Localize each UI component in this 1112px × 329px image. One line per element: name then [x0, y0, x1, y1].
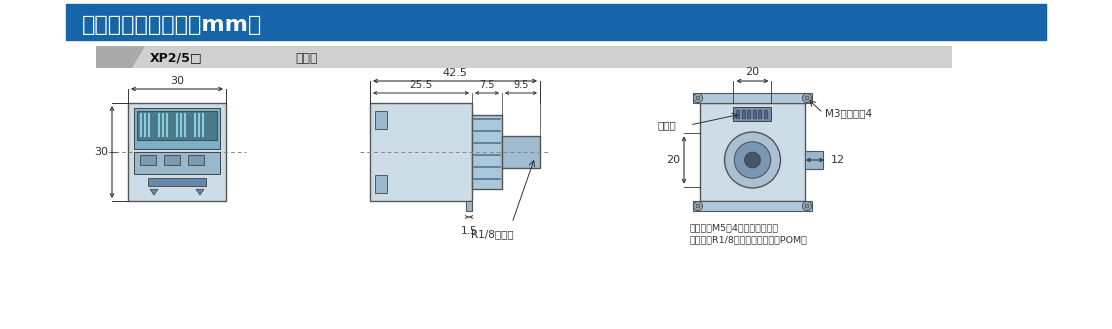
Circle shape — [734, 142, 771, 178]
Text: 连接器: 连接器 — [658, 120, 677, 130]
Polygon shape — [196, 189, 203, 195]
Bar — [747, 110, 751, 118]
Text: 7.5: 7.5 — [479, 80, 495, 90]
Circle shape — [694, 93, 703, 103]
Bar — [736, 110, 739, 118]
Bar — [693, 93, 812, 103]
Bar — [137, 111, 217, 140]
Polygon shape — [96, 46, 145, 68]
Bar — [188, 155, 203, 165]
Text: R1/8外螺纹: R1/8外螺纹 — [470, 229, 514, 239]
Circle shape — [803, 93, 812, 103]
Bar — [699, 103, 805, 201]
Circle shape — [696, 96, 699, 100]
Text: M3内螺纹深4: M3内螺纹深4 — [825, 108, 872, 118]
Circle shape — [805, 204, 810, 208]
Bar — [502, 136, 540, 168]
Text: 30: 30 — [170, 76, 183, 86]
Bar — [375, 111, 387, 129]
Circle shape — [745, 152, 761, 168]
Polygon shape — [150, 189, 158, 195]
Text: 42.5: 42.5 — [443, 68, 467, 78]
Bar — [742, 110, 745, 118]
Bar — [370, 103, 471, 201]
Text: 内螺纹：M5深4（材质：黄铜）: 内螺纹：M5深4（材质：黄铜） — [691, 223, 780, 232]
Text: 12: 12 — [831, 155, 845, 165]
Circle shape — [803, 201, 812, 211]
Circle shape — [696, 204, 699, 208]
Text: XP2/5□: XP2/5□ — [150, 52, 202, 64]
Text: 9.5: 9.5 — [514, 80, 528, 90]
Text: 传感器: 传感器 — [295, 52, 318, 64]
Bar — [693, 201, 812, 211]
Text: 20: 20 — [745, 67, 759, 77]
Bar — [148, 178, 206, 186]
Bar — [66, 4, 1046, 40]
Bar — [471, 115, 502, 189]
Bar — [753, 110, 756, 118]
Polygon shape — [96, 46, 952, 68]
Bar — [135, 108, 220, 149]
Text: 1.5: 1.5 — [460, 226, 477, 236]
Bar — [140, 155, 156, 165]
Bar — [466, 201, 471, 211]
Bar — [375, 175, 387, 193]
Bar — [764, 110, 767, 118]
Bar — [805, 151, 823, 169]
Circle shape — [725, 132, 781, 188]
Bar — [135, 152, 220, 174]
Bar — [163, 155, 180, 165]
Text: 外螺纹：R1/8（材质：六角黄铜POM）: 外螺纹：R1/8（材质：六角黄铜POM） — [691, 235, 808, 244]
Bar — [734, 107, 772, 121]
Bar — [758, 110, 762, 118]
Bar — [128, 103, 226, 201]
Circle shape — [805, 96, 810, 100]
Text: 30: 30 — [95, 147, 108, 157]
Text: 20: 20 — [666, 155, 681, 165]
Text: 外形尺寸图（单位：mm）: 外形尺寸图（单位：mm） — [82, 15, 262, 35]
Circle shape — [694, 201, 703, 211]
Text: 25.5: 25.5 — [409, 80, 433, 90]
